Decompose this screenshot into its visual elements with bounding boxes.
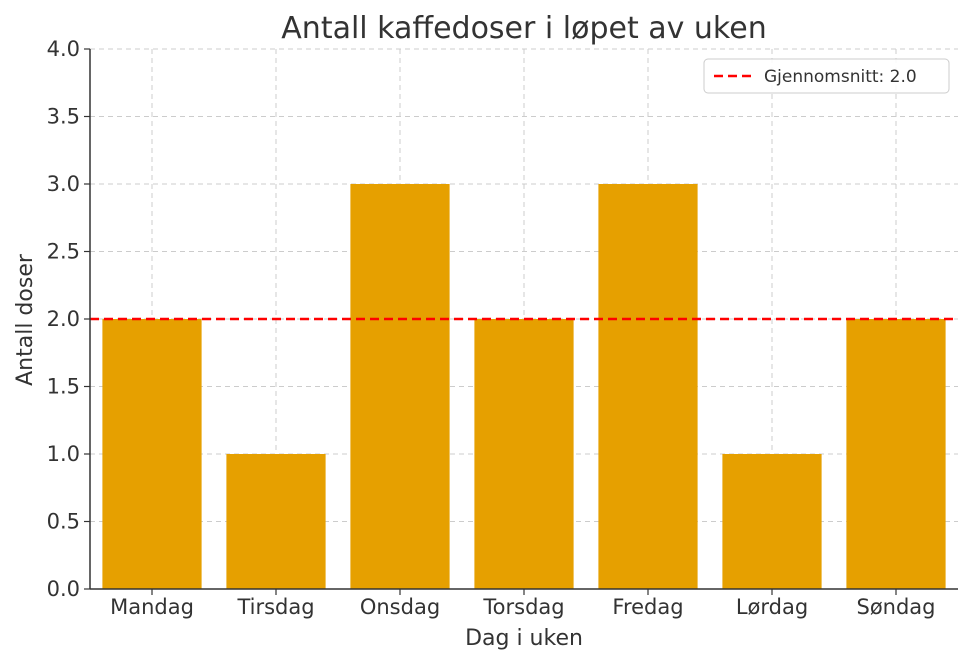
- y-tick-label: 1.5: [47, 375, 80, 399]
- x-tick-label: Fredag: [612, 595, 683, 619]
- y-tick-label: 3.5: [47, 105, 80, 129]
- y-tick-label: 0.5: [47, 510, 80, 534]
- bar: [102, 319, 202, 589]
- bars: [102, 184, 946, 589]
- y-tick-label: 3.0: [47, 172, 80, 196]
- x-ticks: Mandag Tirsdag Onsdag Torsdag Fredag Lørdag Sø…: [110, 589, 936, 619]
- bar: [226, 454, 326, 589]
- y-tick-label: 2.5: [47, 240, 80, 264]
- bar: [722, 454, 822, 589]
- x-tick-label: Lørdag: [736, 595, 808, 619]
- y-ticks: 0.0 0.5 1.0 1.5 2.0 2.5 3.0 3.5 4.0: [47, 37, 90, 601]
- x-tick-label: Søndag: [856, 595, 935, 619]
- x-tick-label: Tirsdag: [236, 595, 314, 619]
- bar: [846, 319, 946, 589]
- chart-title: Antall kaffedoser i løpet av uken: [281, 11, 766, 46]
- x-axis-label: Dag i uken: [465, 626, 583, 651]
- legend-box: [703, 58, 950, 94]
- y-tick-label: 1.0: [47, 442, 80, 466]
- x-tick-label: Onsdag: [360, 595, 440, 619]
- y-axis-label: Antall doser: [13, 253, 38, 386]
- y-tick-label: 0.0: [47, 577, 80, 601]
- y-tick-label: 4.0: [47, 37, 80, 61]
- bar: [598, 184, 698, 589]
- legend-label: Gjennomsnitt: 2.0: [764, 67, 917, 87]
- y-tick-label: 2.0: [47, 307, 80, 331]
- x-tick-label: Torsdag: [482, 595, 564, 619]
- bar: [350, 184, 450, 589]
- legend: Gjennomsnitt: 2.0: [703, 58, 950, 94]
- x-tick-label: Mandag: [110, 595, 194, 619]
- bar: [474, 319, 574, 589]
